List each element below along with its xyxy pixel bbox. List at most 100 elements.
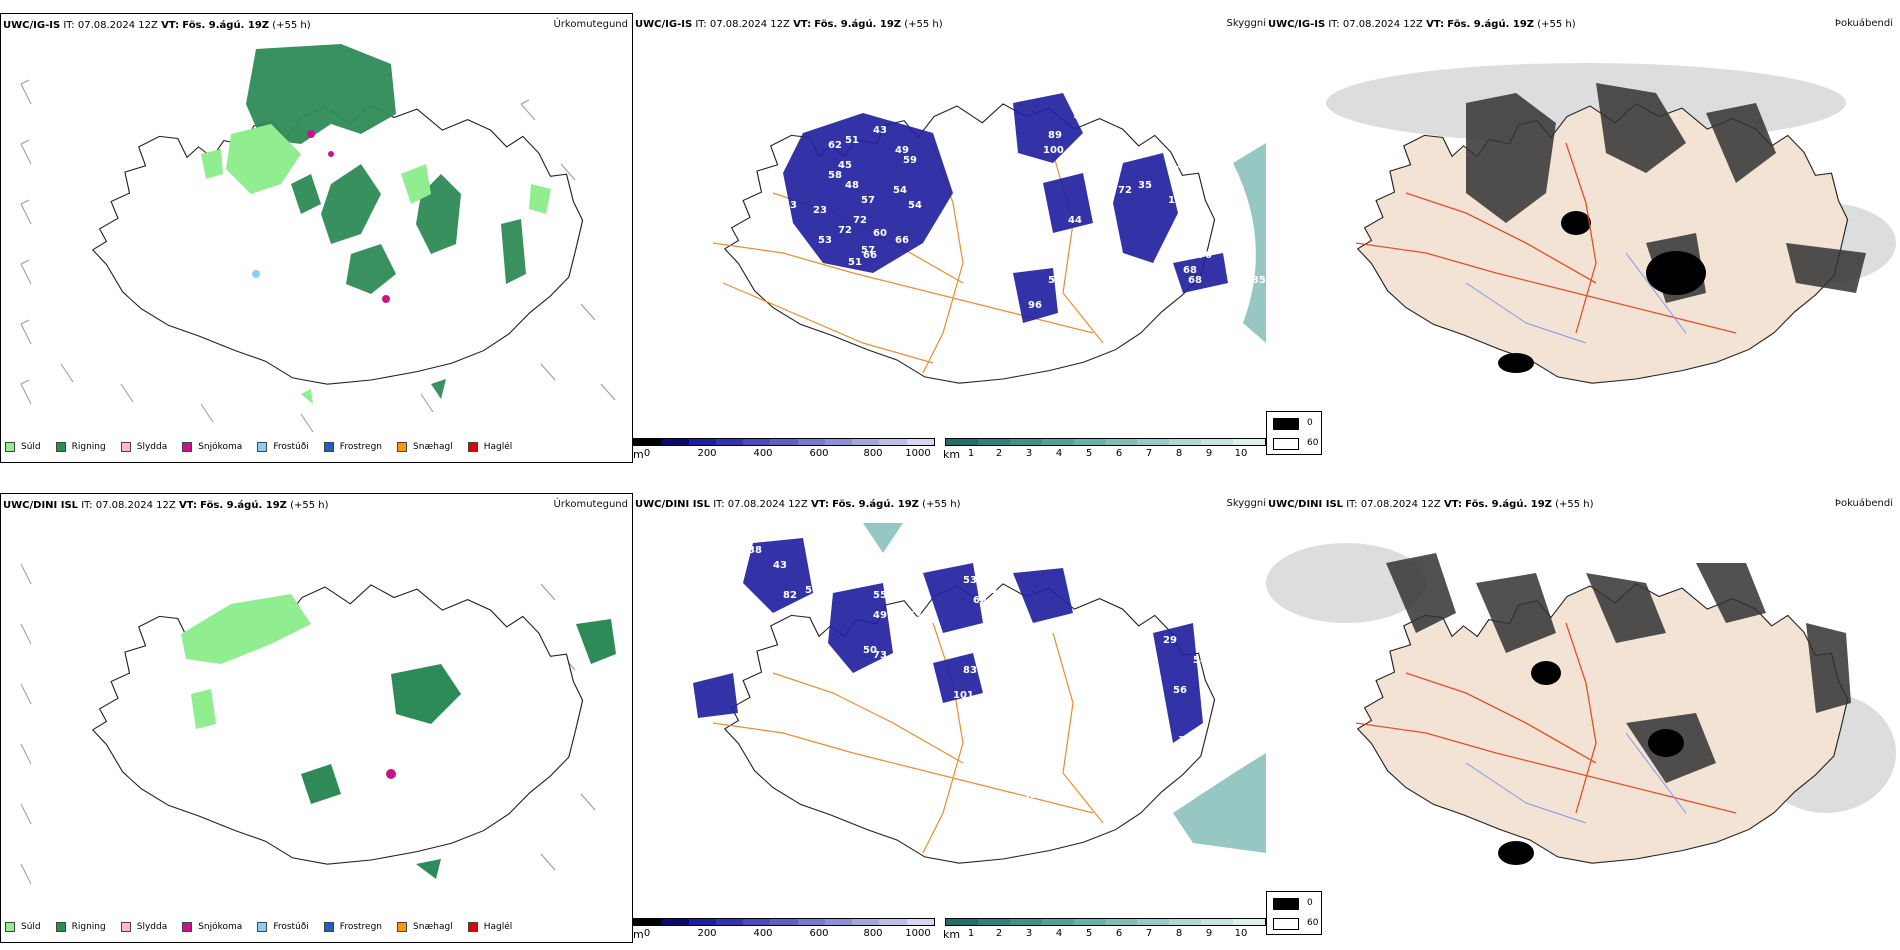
legend-swatch <box>55 922 66 932</box>
panel-visibility-row1: UWC/IG-IS IT: 07.08.2024 12Z VT: Fös. 9.… <box>633 18 1266 461</box>
panel-fog-row1: UWC/IG-IS IT: 07.08.2024 12Z VT: Fös. 9.… <box>1266 13 1900 463</box>
cloud-base-label: 96 <box>1028 300 1042 311</box>
visibility-unit: km <box>943 928 961 941</box>
cloud-base-label: 72 <box>838 225 852 236</box>
legend-item: Súld <box>5 922 41 932</box>
cloud-base-label: 100 <box>1043 145 1064 156</box>
cloud-base-label: 65 <box>973 595 987 606</box>
fog-swatch-low <box>1273 898 1299 910</box>
cloud-base-label: 135 <box>1033 775 1054 786</box>
fog-legend: 0 60 <box>1266 891 1322 935</box>
visibility-colorbar <box>945 918 1266 926</box>
cloud-base-label: 35 <box>1138 180 1152 191</box>
fog-swatch-high <box>1273 438 1299 450</box>
legend-item: Haglél <box>467 442 512 452</box>
cloud-base-label: 56 <box>1173 685 1187 696</box>
cloud-base-label: 84 <box>933 225 947 236</box>
cloud-base-label: 68 <box>1183 265 1197 276</box>
cloud-base-label: 35 <box>713 745 727 756</box>
cloud-base-label: 61 <box>988 625 1002 636</box>
cloud-base-label: 50 <box>1073 765 1087 776</box>
visibility-unit: km <box>943 448 961 461</box>
cloud-base-label: 58 <box>828 170 842 181</box>
cloud-base-label: 66 <box>895 235 909 246</box>
legend-swatch <box>5 442 15 452</box>
cloud-base-label: 51 <box>845 135 859 146</box>
visibility-colorbar <box>945 438 1266 446</box>
cloud-base-label: 55 <box>1023 790 1037 801</box>
cloud-base-label: 49 <box>783 725 797 736</box>
cloud-base-label: 73 <box>873 650 887 661</box>
cloud-base-label: 62 <box>828 140 842 151</box>
cloud-base-label: 89 <box>1048 130 1062 141</box>
cloud-base-label: 72 <box>1118 185 1132 196</box>
legend-item: Slydda <box>120 922 167 932</box>
legend-swatch <box>323 922 334 932</box>
legend-item: Snæhagl <box>397 442 453 452</box>
legend-item: Súld <box>5 442 41 452</box>
cloud-base-label: 70 <box>1203 715 1217 726</box>
cloud-base-label: 83 <box>1188 235 1202 246</box>
cloud-base-label: 61 <box>1178 185 1192 196</box>
cloud-base-label: 53 <box>818 235 832 246</box>
cloud-base-label: 53 <box>1233 245 1247 256</box>
cloud-base-label: 96 <box>1073 365 1087 376</box>
cloudbase-colorbar <box>633 918 935 926</box>
cloud-base-label: 49 <box>873 610 887 621</box>
cloud-base-label: 53 <box>963 575 977 586</box>
cloud-base-label: 101 <box>953 690 974 701</box>
precip-type-legend: Súld Rigning Slydda Snjókoma Frostúði Fr… <box>5 918 527 936</box>
panel-precip-type-row2: UWC/DINI ISL IT: 07.08.2024 12Z VT: Fös.… <box>0 493 633 943</box>
cloud-base-label: 70 <box>1198 250 1212 261</box>
panel-title: Úrkomutegund <box>553 19 628 30</box>
cloud-base-label: 45 <box>838 160 852 171</box>
cloud-base-label: 47 <box>1173 165 1187 176</box>
cloud-base-label: 49 <box>895 145 909 156</box>
precip-type-legend: Súld Rigning Slydda Snjókoma Frostúði Fr… <box>5 438 527 456</box>
cloud-base-label: 66 <box>1093 130 1107 141</box>
legend-swatch <box>120 922 131 932</box>
legend-swatch <box>397 922 408 932</box>
panel-title: Skyggni <box>1226 498 1266 509</box>
cloud-base-label: 30 <box>1088 180 1102 191</box>
cloud-base-label: 50 <box>863 645 877 656</box>
cloud-base-label: 80 <box>1178 245 1192 256</box>
legend-item: Slydda <box>120 442 167 452</box>
panel-precip-type-row1: UWC/IG-IS IT: 07.08.2024 12Z VT: Fös. 9.… <box>0 13 633 463</box>
cloud-base-label: 51 <box>848 257 862 268</box>
cloud-base-label: 61 <box>898 735 912 746</box>
cloud-base-label: 43 <box>908 610 922 621</box>
fog-swatch-low <box>1273 418 1299 430</box>
legend-swatch <box>182 442 193 452</box>
legend-swatch <box>397 442 408 452</box>
cloud-base-label: 65 <box>888 655 902 666</box>
fog-legend: 0 60 <box>1266 411 1322 455</box>
legend-swatch <box>467 922 478 932</box>
panel-header: UWC/IG-IS IT: 07.08.2024 12Z VT: Fös. 9.… <box>635 19 943 30</box>
cloud-base-label: 79 <box>983 585 997 596</box>
cloud-base-label: 57 <box>861 245 875 256</box>
panel-title: Þokuábendi <box>1834 18 1893 29</box>
cloud-base-label: 94 <box>1073 110 1087 121</box>
cloud-base-label: 33 <box>783 200 797 211</box>
panel-header: UWC/DINI ISL IT: 07.08.2024 12Z VT: Fös.… <box>1268 499 1594 510</box>
cloud-base-label: 51 <box>1048 275 1062 286</box>
cloud-base-label: 29 <box>1163 635 1177 646</box>
legend-item: Haglél <box>467 922 512 932</box>
legend-item: Frostregn <box>323 922 382 932</box>
cloud-base-label: 392 <box>1178 735 1199 746</box>
panel-visibility-row2: UWC/DINI ISL IT: 07.08.2024 12Z VT: Fös.… <box>633 498 1266 941</box>
cloud-base-label: 77 <box>898 660 912 671</box>
cloud-base-label: 48 <box>845 180 859 191</box>
cloud-base-label: 70 <box>943 710 957 721</box>
cloud-base-label: 72 <box>853 215 867 226</box>
fog-index-map <box>1266 523 1900 903</box>
legend-swatch <box>257 922 268 932</box>
cloud-base-label: 135 <box>1245 275 1266 286</box>
legend-item: Frostregn <box>323 442 382 452</box>
precip-type-map <box>20 563 616 885</box>
legend-swatch <box>5 922 15 932</box>
